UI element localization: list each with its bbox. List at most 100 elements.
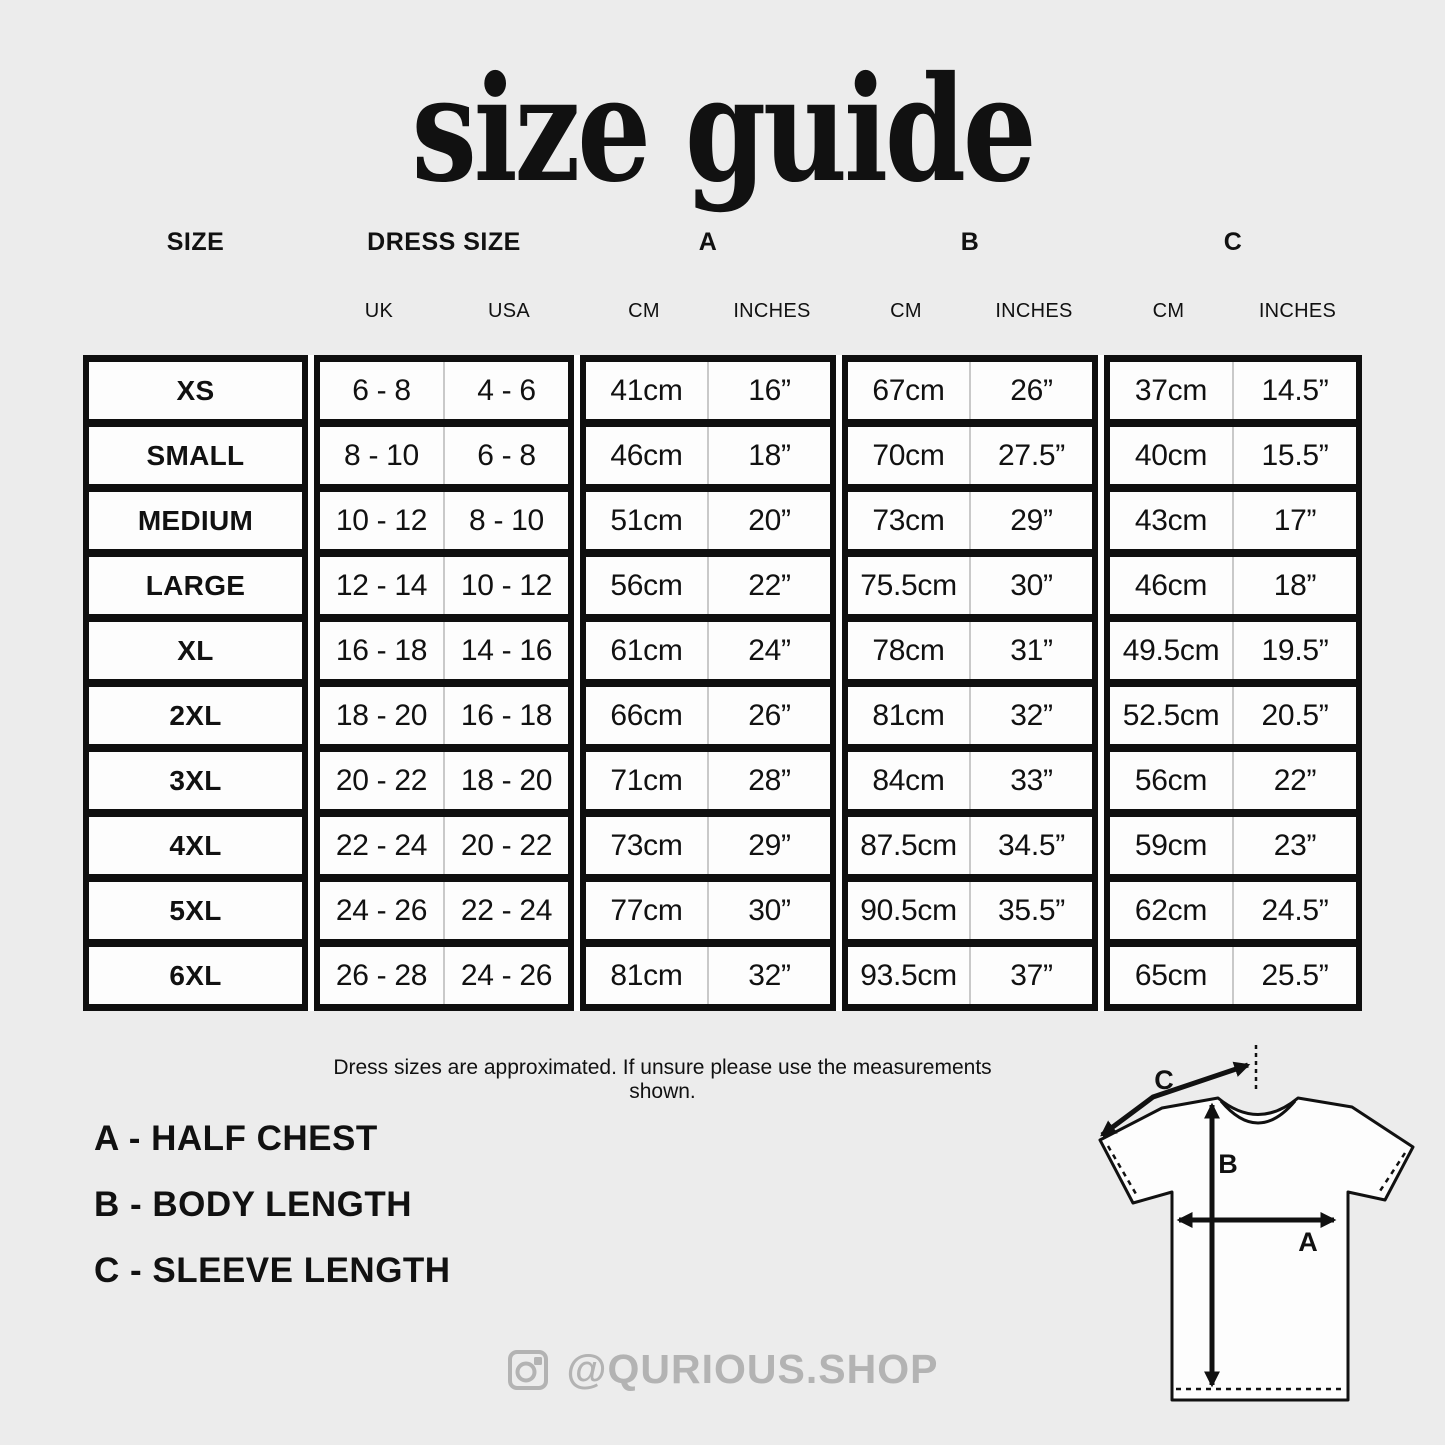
b-inches-value: 26” bbox=[969, 362, 1092, 419]
sub-header-c: CM INCHES bbox=[1104, 300, 1362, 323]
b-inches-value: 35.5” bbox=[969, 882, 1092, 939]
b-cm-value: 73cm bbox=[872, 503, 945, 537]
a-cm-value: 46cm bbox=[610, 438, 683, 472]
body-length-cell: 75.5cm 30” bbox=[842, 553, 1098, 618]
dress-size-cell: 12 - 14 10 - 12 bbox=[314, 553, 574, 618]
legend-half-chest: A - HALF CHEST bbox=[94, 1119, 378, 1158]
page-title: size guide bbox=[411, 45, 1037, 215]
sub-column-headers: UK USA CM INCHES CM INCHES CM INCHES bbox=[83, 300, 1362, 323]
measure-c-arrow bbox=[1100, 1061, 1251, 1138]
size-label-cell: SMALL bbox=[83, 423, 308, 488]
uk-value: 6 - 8 bbox=[352, 373, 411, 407]
c-inches-value: 25.5” bbox=[1232, 947, 1356, 1004]
b-cm-value: 78cm bbox=[872, 633, 945, 667]
usa-value: 18 - 20 bbox=[443, 752, 568, 809]
size-label-cell: 3XL bbox=[83, 748, 308, 813]
sub-header-usa: USA bbox=[487, 300, 531, 322]
c-cm-value: 62cm bbox=[1134, 893, 1208, 927]
c-inches-value: 22” bbox=[1232, 752, 1356, 809]
size-label-cell: MEDIUM bbox=[83, 488, 308, 553]
sub-header-c-inches: INCHES bbox=[1258, 300, 1337, 322]
uk-value: 26 - 28 bbox=[335, 958, 428, 992]
sub-header-spacer bbox=[83, 300, 308, 323]
c-inches-value: 19.5” bbox=[1232, 622, 1356, 679]
dress-size-cell: 18 - 20 16 - 18 bbox=[314, 683, 574, 748]
body-length-cell: 70cm 27.5” bbox=[842, 423, 1098, 488]
sub-header-b-inches: INCHES bbox=[995, 300, 1073, 322]
b-cm-value: 75.5cm bbox=[860, 568, 957, 602]
a-cm-value: 66cm bbox=[610, 698, 683, 732]
uk-value: 12 - 14 bbox=[335, 568, 428, 602]
sub-header-b-cm: CM bbox=[890, 300, 922, 322]
a-inches-value: 18” bbox=[707, 427, 830, 484]
sub-header-a-inches: INCHES bbox=[733, 300, 811, 322]
a-cm-value: 77cm bbox=[610, 893, 683, 927]
legend-body-length: B - BODY LENGTH bbox=[94, 1185, 412, 1224]
a-cm-value: 81cm bbox=[610, 958, 683, 992]
sub-header-a-cm: CM bbox=[628, 300, 660, 322]
usa-value: 24 - 26 bbox=[443, 947, 568, 1004]
a-inches-value: 32” bbox=[707, 947, 830, 1004]
size-table: XS 6 - 8 4 - 6 41cm 16” 67cm 26” 37cm 14… bbox=[83, 355, 1362, 1011]
col-header-c: C bbox=[1223, 228, 1243, 256]
body-length-cell: 73cm 29” bbox=[842, 488, 1098, 553]
instagram-handle: @QURIOUS.SHOP bbox=[566, 1346, 939, 1392]
measurement-legend: A - HALF CHEST B - BODY LENGTH C - SLEEV… bbox=[94, 1106, 451, 1304]
col-header-b: B bbox=[960, 228, 980, 256]
a-inches-value: 28” bbox=[707, 752, 830, 809]
a-cm-value: 73cm bbox=[610, 828, 683, 862]
half-chest-cell: 46cm 18” bbox=[580, 423, 836, 488]
a-inches-value: 16” bbox=[707, 362, 830, 419]
c-inches-value: 24.5” bbox=[1232, 882, 1356, 939]
a-inches-value: 30” bbox=[707, 882, 830, 939]
usa-value: 22 - 24 bbox=[443, 882, 568, 939]
b-cm-value: 84cm bbox=[872, 763, 945, 797]
c-inches-value: 15.5” bbox=[1232, 427, 1356, 484]
c-cm-value: 46cm bbox=[1134, 568, 1208, 602]
usa-value: 4 - 6 bbox=[443, 362, 568, 419]
dress-size-cell: 26 - 28 24 - 26 bbox=[314, 943, 574, 1011]
sub-header-dress: UK USA bbox=[314, 300, 574, 323]
half-chest-cell: 66cm 26” bbox=[580, 683, 836, 748]
a-cm-value: 51cm bbox=[610, 503, 683, 537]
usa-value: 8 - 10 bbox=[443, 492, 568, 549]
column-headers: SIZE DRESS SIZE A B C bbox=[83, 228, 1362, 257]
sub-header-b: CM INCHES bbox=[842, 300, 1098, 323]
b-cm-value: 81cm bbox=[872, 698, 945, 732]
uk-value: 24 - 26 bbox=[335, 893, 428, 927]
c-cm-value: 49.5cm bbox=[1122, 633, 1220, 667]
social-row: @QURIOUS.SHOP bbox=[0, 1346, 1445, 1393]
body-length-cell: 81cm 32” bbox=[842, 683, 1098, 748]
usa-value: 6 - 8 bbox=[443, 427, 568, 484]
sleeve-length-cell: 62cm 24.5” bbox=[1104, 878, 1362, 943]
b-inches-value: 32” bbox=[969, 687, 1092, 744]
c-inches-value: 20.5” bbox=[1232, 687, 1356, 744]
usa-value: 20 - 22 bbox=[443, 817, 568, 874]
c-inches-value: 17” bbox=[1232, 492, 1356, 549]
sleeve-length-cell: 40cm 15.5” bbox=[1104, 423, 1362, 488]
usa-value: 16 - 18 bbox=[443, 687, 568, 744]
instagram-icon bbox=[507, 1349, 548, 1390]
half-chest-cell: 81cm 32” bbox=[580, 943, 836, 1011]
dress-size-cell: 16 - 18 14 - 16 bbox=[314, 618, 574, 683]
diagram-label-b: B bbox=[1218, 1149, 1238, 1179]
sleeve-length-cell: 49.5cm 19.5” bbox=[1104, 618, 1362, 683]
sub-header-c-cm: CM bbox=[1152, 300, 1185, 322]
sleeve-length-cell: 37cm 14.5” bbox=[1104, 355, 1362, 423]
size-label-cell: 4XL bbox=[83, 813, 308, 878]
uk-value: 18 - 20 bbox=[335, 698, 428, 732]
size-label-cell: LARGE bbox=[83, 553, 308, 618]
a-cm-value: 41cm bbox=[610, 373, 683, 407]
c-cm-value: 59cm bbox=[1134, 828, 1208, 862]
a-inches-value: 22” bbox=[707, 557, 830, 614]
body-length-cell: 90.5cm 35.5” bbox=[842, 878, 1098, 943]
right-sleeve-hem-dashed bbox=[1376, 1152, 1407, 1195]
uk-value: 22 - 24 bbox=[335, 828, 428, 862]
c-inches-value: 23” bbox=[1232, 817, 1356, 874]
uk-value: 16 - 18 bbox=[335, 633, 428, 667]
b-inches-value: 33” bbox=[969, 752, 1092, 809]
half-chest-cell: 61cm 24” bbox=[580, 618, 836, 683]
half-chest-cell: 71cm 28” bbox=[580, 748, 836, 813]
half-chest-cell: 77cm 30” bbox=[580, 878, 836, 943]
